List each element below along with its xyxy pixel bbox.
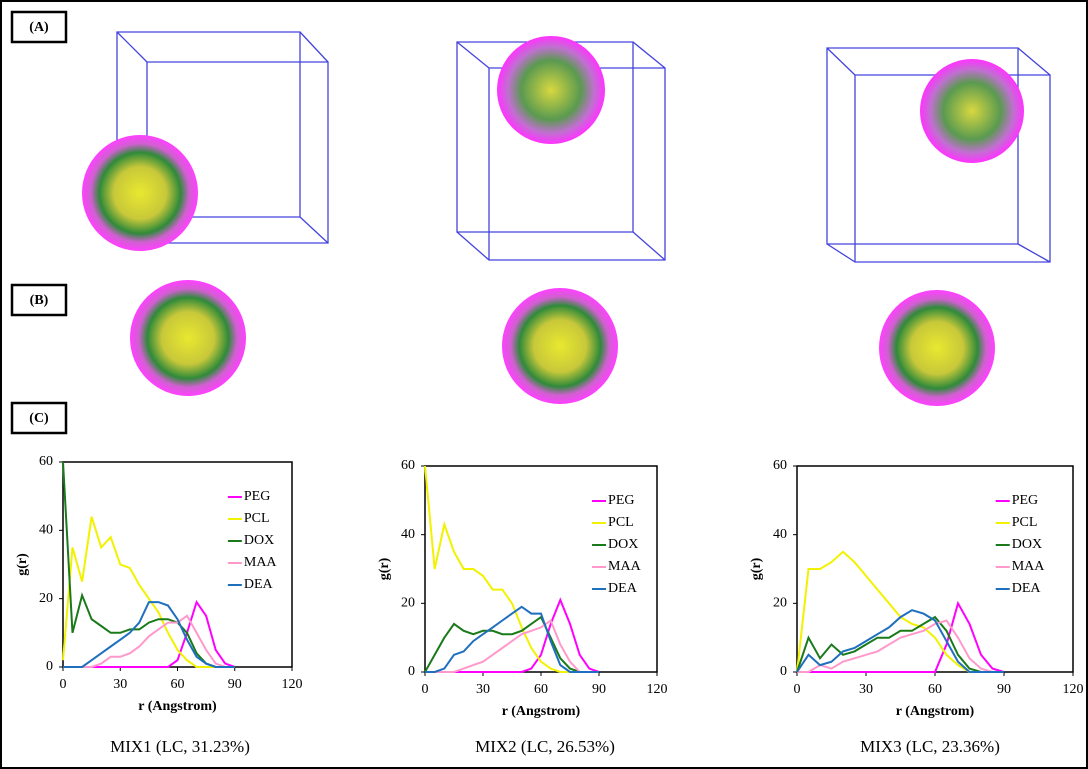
legend-label: MAA (1012, 559, 1046, 574)
x-axis-label: r (Angstrom) (138, 699, 217, 714)
y-tick-label: 60 (401, 458, 415, 473)
y-tick-label: 60 (39, 454, 53, 469)
x-tick-label: 60 (534, 682, 548, 697)
x-axis-label: r (Angstrom) (896, 704, 975, 719)
y-tick-label: 40 (401, 527, 415, 542)
legend-label: MAA (608, 559, 642, 574)
legend-label: DOX (244, 533, 274, 548)
series-line (425, 605, 599, 673)
x-tick-label: 0 (794, 682, 801, 697)
legend-label: DEA (608, 581, 638, 596)
legend-label: PCL (1012, 515, 1038, 530)
x-tick-label: 90 (997, 682, 1011, 697)
series-line (63, 601, 235, 668)
x-tick-label: 120 (1063, 682, 1084, 697)
x-tick-label: 60 (171, 677, 185, 692)
chart-caption: MIX3 (LC, 23.36%) (860, 737, 1000, 756)
series-line (63, 614, 235, 668)
panel-labels: (A) (B) (C) (10, 10, 68, 435)
y-tick-label: 60 (773, 458, 787, 473)
x-tick-label: 60 (928, 682, 942, 697)
y-axis-label: g(r) (749, 557, 764, 580)
micelle-images (82, 36, 1024, 406)
series-line (796, 615, 1004, 673)
legend-label: PCL (244, 511, 270, 526)
series-line (796, 609, 1004, 673)
legend-label: DOX (1012, 537, 1042, 552)
chart-caption: MIX1 (LC, 31.23%) (110, 737, 250, 756)
x-tick-label: 30 (476, 682, 490, 697)
plot-frame (424, 465, 658, 673)
legend-label: DEA (244, 577, 274, 592)
y-tick-label: 20 (39, 591, 53, 606)
series-line (425, 618, 599, 673)
chart-caption: MIX2 (LC, 26.53%) (475, 737, 615, 756)
panel-label: (A) (29, 20, 49, 35)
x-axis-label: r (Angstrom) (502, 704, 581, 719)
y-tick-label: 40 (39, 523, 53, 538)
series-line (797, 600, 1005, 673)
legend-label: MAA (244, 555, 278, 570)
legend-label: DOX (608, 537, 638, 552)
x-tick-label: 30 (113, 677, 127, 692)
legend-label: PCL (608, 515, 634, 530)
x-tick-label: 120 (282, 677, 303, 692)
x-tick-label: 90 (228, 677, 242, 692)
x-tick-label: 0 (422, 682, 429, 697)
y-tick-label: 0 (408, 664, 415, 679)
legend-label: PEG (608, 493, 634, 508)
y-tick-label: 40 (773, 527, 787, 542)
simulation-boxes (116, 31, 1051, 263)
series-line (424, 615, 599, 673)
x-tick-label: 30 (859, 682, 873, 697)
y-tick-label: 0 (46, 659, 53, 674)
panel-label: (C) (29, 411, 49, 426)
y-axis-label: g(r) (15, 553, 30, 576)
y-axis-label: g(r) (377, 557, 392, 580)
legend-label: PEG (1012, 493, 1038, 508)
series-line (62, 516, 235, 668)
series-line (797, 619, 1004, 673)
y-tick-label: 20 (773, 596, 787, 611)
y-tick-label: 20 (401, 596, 415, 611)
legend-label: PEG (244, 489, 270, 504)
x-tick-label: 0 (60, 677, 67, 692)
x-tick-label: 120 (647, 682, 668, 697)
y-tick-label: 0 (780, 664, 787, 679)
legend-label: DEA (1012, 581, 1042, 596)
x-tick-label: 90 (592, 682, 606, 697)
panel-label: (B) (30, 293, 49, 308)
